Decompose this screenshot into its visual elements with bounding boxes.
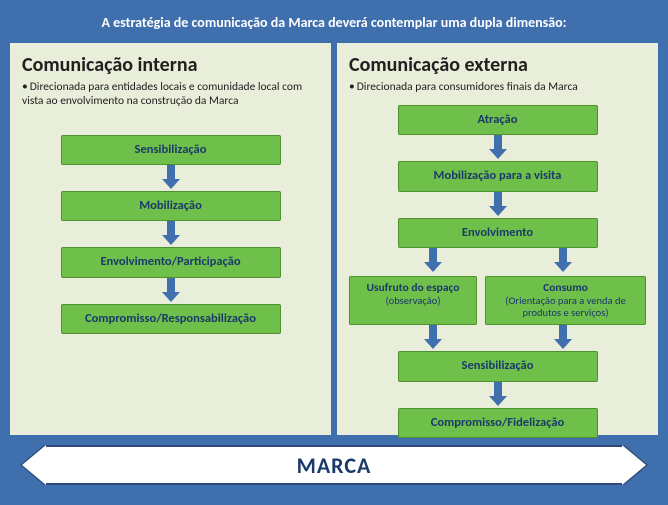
node-sensibilizacao-ext: Sensibilização <box>398 351 598 381</box>
marca-double-arrow: MARCA <box>44 445 624 485</box>
node-atracao: Atração <box>398 105 598 135</box>
panels-row: Comunicação interna Direcionada para ent… <box>0 43 668 435</box>
node-mobilizacao-visita: Mobilização para a visita <box>398 161 598 191</box>
node-usufruto: Usufruto do espaço (observação) <box>349 276 477 325</box>
diagram-root: A estratégia de comunicação da Marca dev… <box>0 0 668 505</box>
panel-internal-title: Comunicação interna <box>22 53 319 77</box>
node-compromisso: Compromisso/Responsabilização <box>61 304 281 334</box>
node-consumo-bold: Consumo <box>543 281 588 295</box>
node-usufruto-sub: (observação) <box>354 295 472 307</box>
node-sensibilizacao: Sensibilização <box>61 135 281 165</box>
panel-external-title: Comunicação externa <box>349 53 646 77</box>
node-usufruto-rest: do espaço <box>411 281 459 295</box>
split-row: Usufruto do espaço (observação) Consumo … <box>349 276 646 325</box>
marca-arrow-wrap: MARCA <box>34 455 634 495</box>
marca-label: MARCA <box>297 452 372 479</box>
node-consumo: Consumo (Orientação para a venda de prod… <box>485 276 646 325</box>
flow-internal: Sensibilização Mobilização Envolvimento/… <box>22 135 319 335</box>
panel-internal: Comunicação interna Direcionada para ent… <box>10 43 331 435</box>
node-mobilizacao: Mobilização <box>61 191 281 221</box>
node-envolvimento: Envolvimento/Participação <box>61 247 281 277</box>
node-compromisso-ext: Compromisso/Fidelização <box>398 408 598 438</box>
flow-external: Atração Mobilização para a visita Envolv… <box>349 105 646 438</box>
node-usufruto-bold: Usufruto <box>367 281 412 295</box>
node-consumo-sub: (Orientação para a venda de produtos e s… <box>490 295 641 319</box>
panel-external: Comunicação externa Direcionada para con… <box>337 43 658 435</box>
panel-internal-subtitle: Direcionada para entidades locais e comu… <box>22 81 319 109</box>
header-title: A estratégia de comunicação da Marca dev… <box>0 0 668 43</box>
node-envolvimento-ext: Envolvimento <box>398 218 598 248</box>
panel-external-subtitle: Direcionada para consumidores finais da … <box>349 81 646 95</box>
